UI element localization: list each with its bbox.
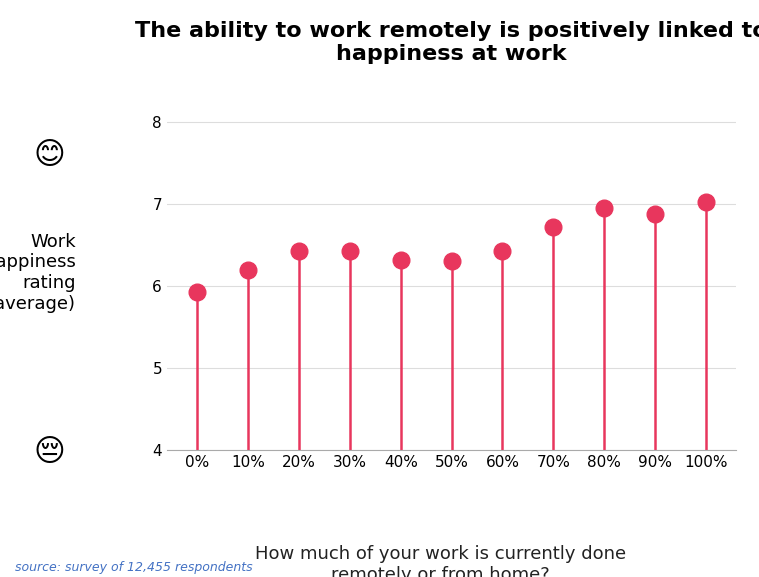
Text: source: survey of 12,455 respondents: source: survey of 12,455 respondents	[15, 561, 253, 574]
Text: How much of your work is currently done
remotely or from home?: How much of your work is currently done …	[255, 545, 625, 577]
Text: 😔: 😔	[33, 439, 65, 467]
Y-axis label: Work
happiness
rating
(average): Work happiness rating (average)	[0, 233, 76, 313]
Text: 😊: 😊	[33, 141, 65, 170]
Title: The ability to work remotely is positively linked to
happiness at work: The ability to work remotely is positive…	[135, 21, 759, 64]
